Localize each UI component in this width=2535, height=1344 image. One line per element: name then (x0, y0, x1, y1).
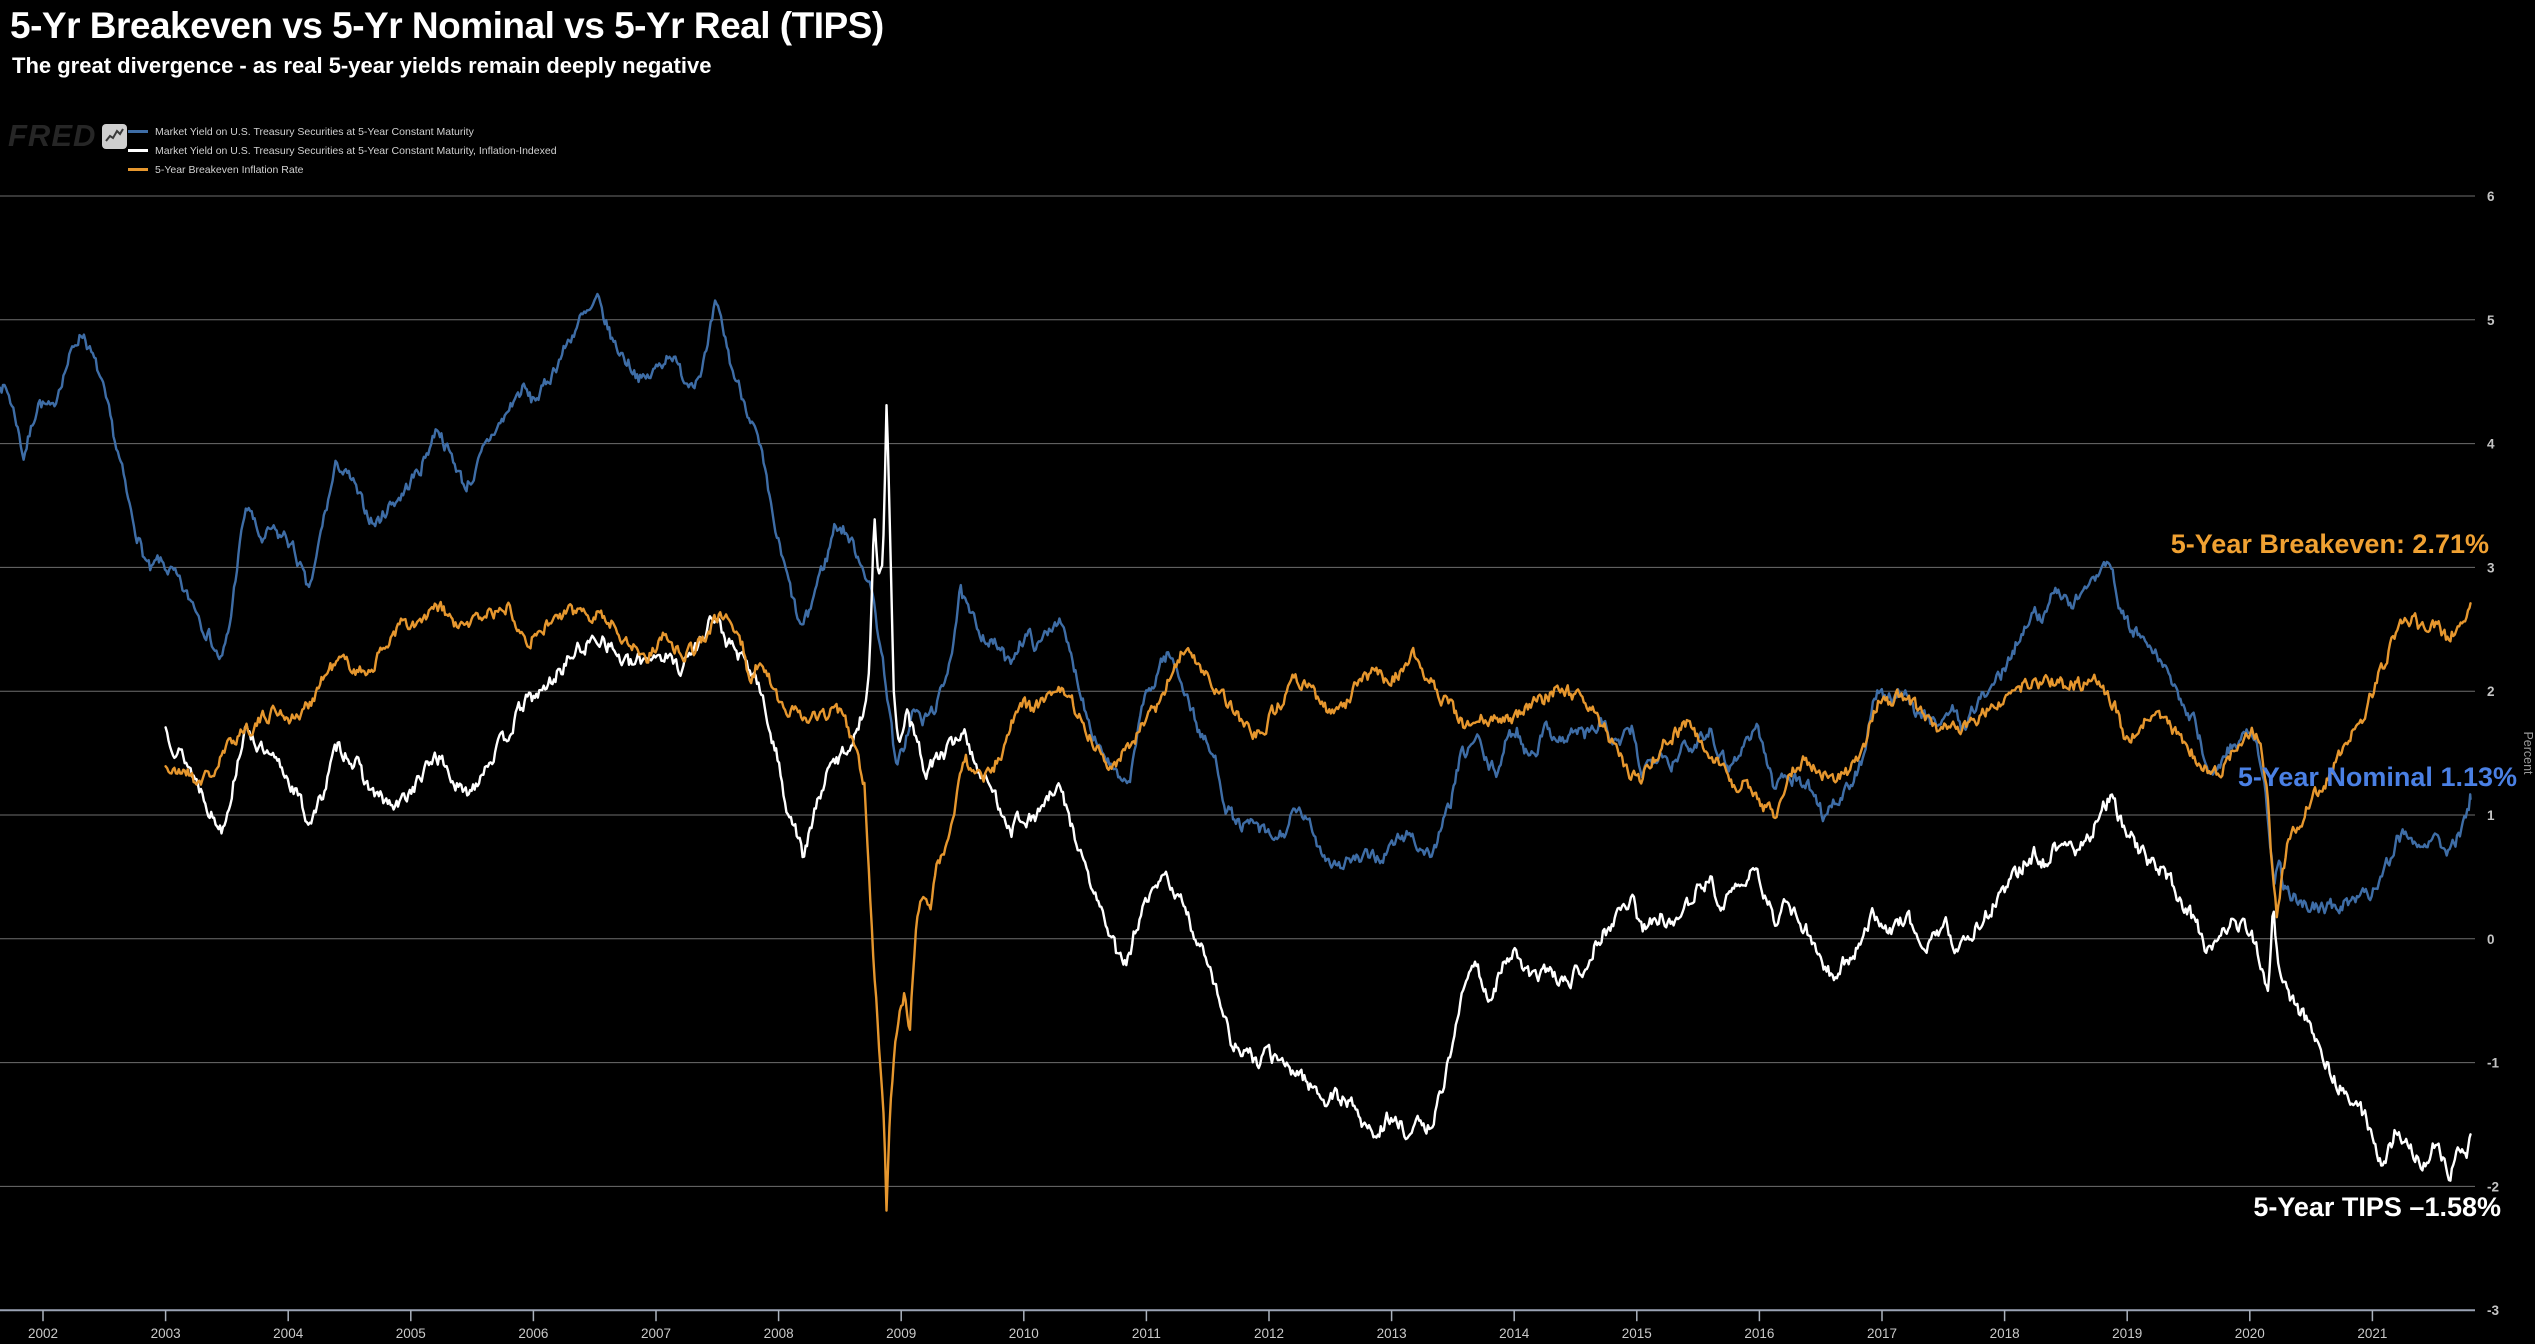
y-axis-label: 5 (2487, 313, 2495, 328)
x-axis-label: 2003 (151, 1326, 181, 1341)
x-axis-label: 2021 (2357, 1326, 2387, 1341)
x-axis-label: 2020 (2235, 1326, 2265, 1341)
series-line-5-year-nominal (0, 292, 2472, 915)
x-axis-label: 2010 (1009, 1326, 1039, 1341)
tips-value-label: 5-Year TIPS –1.58% (2253, 1192, 2501, 1222)
x-axis-label: 2009 (886, 1326, 916, 1341)
legend-series-dash-icon (128, 149, 148, 152)
y-axis-label: 6 (2487, 189, 2495, 204)
legend-series-dash-icon (128, 130, 148, 133)
y-axis-title: Percent (2521, 731, 2535, 775)
x-axis-label: 2007 (641, 1326, 671, 1341)
breakeven-value-label: 5-Year Breakeven: 2.71% (2170, 529, 2489, 559)
y-axis-label: 0 (2487, 932, 2495, 947)
nominal-value-label: 5-Year Nominal 1.13% (2237, 762, 2517, 792)
legend-item: 5-Year Breakeven Inflation Rate (128, 160, 557, 179)
legend-item: Market Yield on U.S. Treasury Securities… (128, 141, 557, 160)
legend-item-label: Market Yield on U.S. Treasury Securities… (155, 125, 474, 138)
x-axis-label: 2018 (1990, 1326, 2020, 1341)
x-axis-label: 2006 (518, 1326, 548, 1341)
y-axis-label: 2 (2487, 684, 2495, 699)
legend-item: Market Yield on U.S. Treasury Securities… (128, 122, 557, 141)
x-axis-label: 2014 (1499, 1326, 1530, 1341)
fred-logo: FRED (8, 118, 128, 154)
legend-series-dash-icon (128, 168, 148, 171)
y-axis-label: 4 (2487, 437, 2495, 452)
x-axis-label: 2017 (1867, 1326, 1897, 1341)
x-axis-label: 2012 (1254, 1326, 1284, 1341)
y-axis-label: -2 (2487, 1179, 2499, 1194)
x-axis-label: 2008 (764, 1326, 794, 1341)
y-axis-label: 3 (2487, 560, 2495, 575)
y-axis-label: -1 (2487, 1056, 2499, 1071)
series-line-5-year-breakeven (164, 600, 2472, 1212)
x-axis-label: 2015 (1622, 1326, 1652, 1341)
line-chart-icon (102, 123, 128, 149)
y-axis-label: 1 (2487, 808, 2495, 823)
x-axis-label: 2013 (1377, 1326, 1407, 1341)
fred-logo-text: FRED (8, 118, 97, 153)
legend-item-label: 5-Year Breakeven Inflation Rate (155, 163, 304, 176)
chart-legend: Market Yield on U.S. Treasury Securities… (128, 122, 557, 179)
y-axis-label: -3 (2487, 1303, 2499, 1318)
x-axis-label: 2005 (396, 1326, 426, 1341)
legend-item-label: Market Yield on U.S. Treasury Securities… (155, 144, 557, 157)
series-line-5-year-tips (164, 404, 2472, 1182)
x-axis-label: 2002 (28, 1326, 58, 1341)
page-subtitle: The great divergence - as real 5-year yi… (12, 53, 712, 78)
x-axis-label: 2019 (2112, 1326, 2142, 1341)
x-axis-label: 2004 (273, 1326, 304, 1341)
x-axis-label: 2016 (1744, 1326, 1774, 1341)
x-axis-label: 2011 (1132, 1326, 1161, 1341)
page-title: 5-Yr Breakeven vs 5-Yr Nominal vs 5-Yr R… (10, 5, 884, 46)
